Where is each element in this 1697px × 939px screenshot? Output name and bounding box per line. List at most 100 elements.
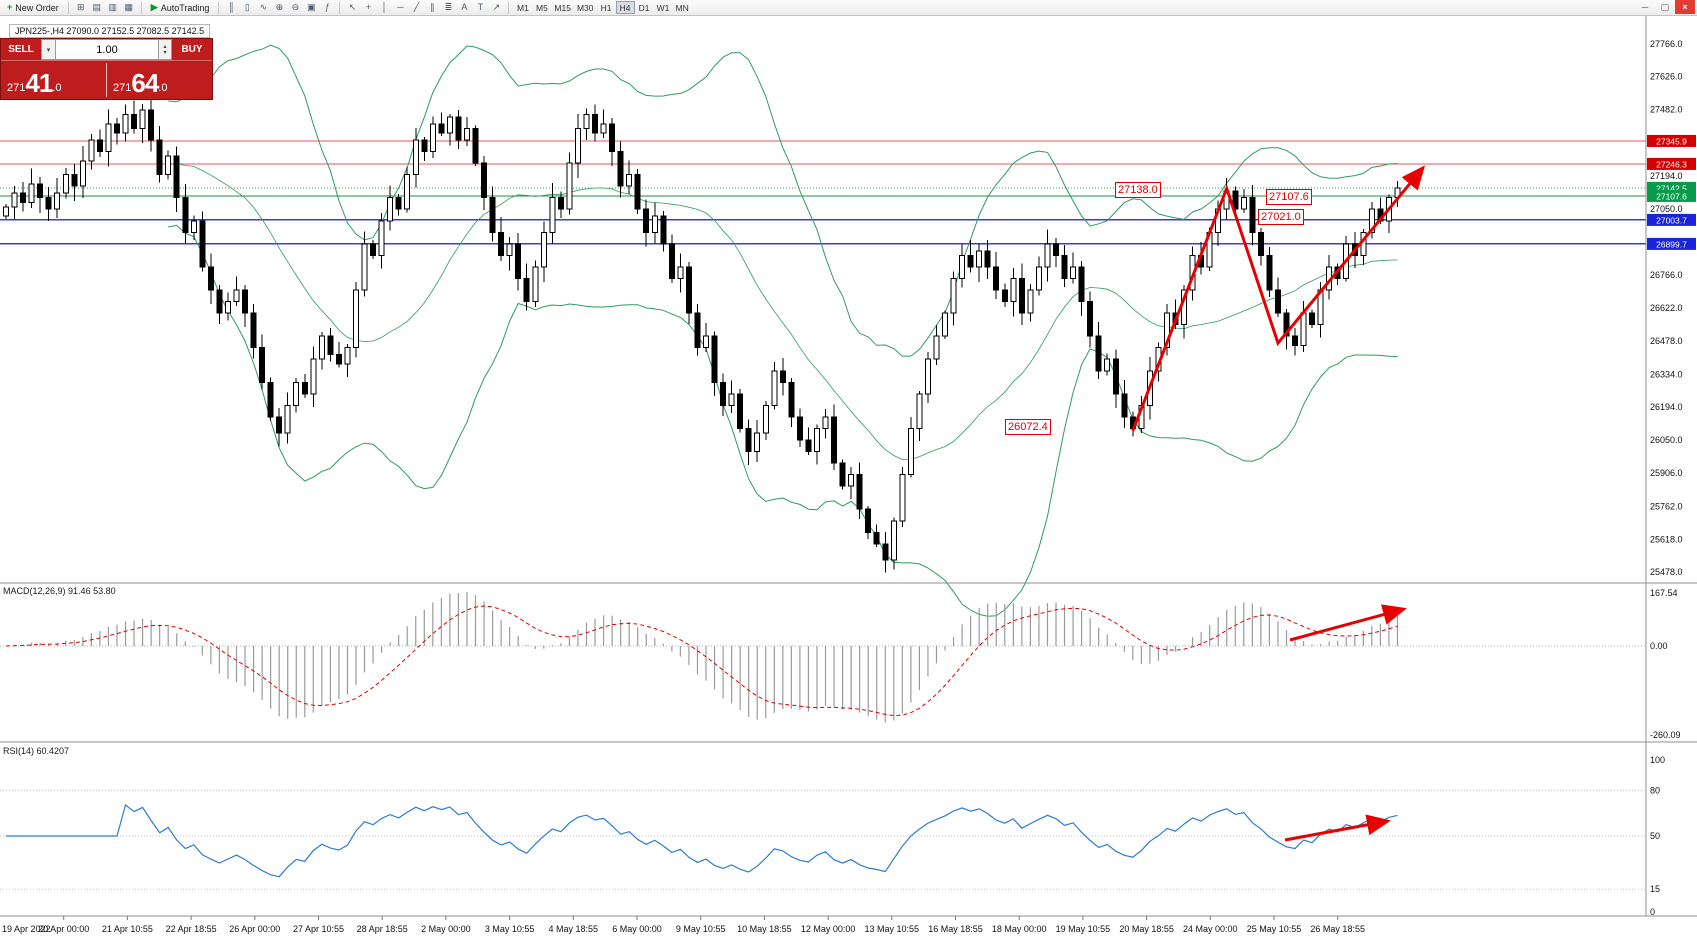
one-click-top-row: SELL ▾ ▴▾ BUY bbox=[1, 39, 212, 61]
bar-chart-icon[interactable]: ║ bbox=[223, 0, 239, 14]
sell-price-big: 41 bbox=[25, 68, 53, 98]
arrows-icon[interactable]: ↗ bbox=[488, 1, 504, 15]
channel-icon[interactable]: ∥ bbox=[424, 1, 440, 15]
svg-text:4 May 18:55: 4 May 18:55 bbox=[549, 924, 599, 934]
market-watch-icon[interactable]: ▥ bbox=[105, 1, 121, 15]
volume-dropdown-icon[interactable]: ▾ bbox=[41, 39, 56, 60]
price-annotation[interactable]: 26072.4 bbox=[1005, 419, 1051, 435]
svg-text:21 Apr 10:55: 21 Apr 10:55 bbox=[102, 924, 153, 934]
svg-text:27626.0: 27626.0 bbox=[1650, 71, 1683, 81]
svg-text:27194.0: 27194.0 bbox=[1650, 171, 1683, 181]
line-chart-icon[interactable]: ∿ bbox=[255, 1, 271, 15]
price-annotation[interactable]: 27138.0 bbox=[1115, 182, 1161, 198]
candlestick-chart-icon[interactable]: ▯ bbox=[239, 1, 255, 15]
svg-text:22 Apr 18:55: 22 Apr 18:55 bbox=[166, 924, 217, 934]
macd-signal-line bbox=[5, 605, 1398, 717]
fibonacci-icon[interactable]: ≣ bbox=[440, 1, 456, 15]
buy-price[interactable]: 271 64.0 bbox=[107, 61, 212, 99]
timeframe-m15-button[interactable]: M15 bbox=[551, 1, 574, 14]
line-studies-toolbar-group: ↖ + │ ─ ╱ ∥ ≣ A T ↗ bbox=[344, 0, 504, 15]
price-annotation[interactable]: 27021.0 bbox=[1258, 209, 1304, 225]
svg-text:9 May 10:55: 9 May 10:55 bbox=[676, 924, 726, 934]
svg-text:26 Apr 00:00: 26 Apr 00:00 bbox=[229, 924, 280, 934]
profiles-icon[interactable]: ▤ bbox=[89, 1, 105, 15]
indicators-icon[interactable]: ƒ bbox=[319, 0, 335, 14]
stepper-up-icon[interactable]: ▴ bbox=[163, 43, 167, 50]
minimize-button[interactable]: ─ bbox=[1635, 0, 1655, 14]
buy-price-suffix: .0 bbox=[158, 82, 168, 94]
chart-stage: 27766.0 27626.0 27482.0 27194.0 27050.0 26766… bbox=[0, 16, 1697, 939]
new-order-button[interactable]: + New Order bbox=[2, 1, 64, 15]
chart-canvas: 27766.0 27626.0 27482.0 27194.0 27050.0 26766… bbox=[0, 16, 1697, 934]
volume-input[interactable] bbox=[56, 39, 159, 60]
rsi-axis: 100 80 50 15 0 bbox=[1650, 755, 1665, 917]
crosshair-icon[interactable]: + bbox=[360, 0, 376, 14]
data-window-icon[interactable]: ▦ bbox=[121, 1, 137, 15]
new-chart-icon[interactable]: ⊞ bbox=[73, 1, 89, 15]
svg-text:26622.0: 26622.0 bbox=[1650, 303, 1683, 313]
svg-text:26050.0: 26050.0 bbox=[1650, 435, 1683, 445]
standard-toolbar-group: ⊞ ▤ ▥ ▦ bbox=[73, 1, 137, 15]
bollinger-middle-band bbox=[168, 163, 1398, 460]
svg-text:19 Apr 2022: 19 Apr 2022 bbox=[2, 924, 51, 934]
svg-text:19 May 10:55: 19 May 10:55 bbox=[1056, 924, 1111, 934]
axis-price-marker bbox=[1647, 189, 1696, 202]
timeframe-mn-button[interactable]: MN bbox=[673, 1, 692, 14]
timeframe-m1-button[interactable]: M1 bbox=[513, 1, 532, 14]
chart-ohlc-info: JPN225-,H4 27090.0 27152.5 27082.5 27142… bbox=[9, 24, 211, 38]
svg-text:18 May 00:00: 18 May 00:00 bbox=[992, 924, 1047, 934]
svg-text:0: 0 bbox=[1650, 907, 1655, 917]
sell-price[interactable]: 271 41.0 bbox=[1, 61, 106, 99]
buy-button[interactable]: BUY bbox=[172, 39, 212, 60]
toolbar-separator bbox=[67, 1, 69, 14]
tile-windows-icon[interactable]: ▣ bbox=[303, 1, 319, 15]
vertical-line-icon[interactable]: │ bbox=[376, 0, 392, 14]
svg-text:2 May 00:00: 2 May 00:00 bbox=[421, 924, 471, 934]
volume-steppers[interactable]: ▴ ▾ bbox=[159, 39, 172, 60]
one-click-prices: 271 41.0 271 64.0 bbox=[1, 61, 212, 99]
close-button[interactable]: × bbox=[1675, 0, 1695, 15]
new-order-label: New Order bbox=[15, 2, 59, 13]
timeframe-m30-button[interactable]: M30 bbox=[574, 1, 597, 14]
timeframe-m5-button[interactable]: M5 bbox=[532, 1, 551, 14]
zoom-out-icon[interactable]: ⊖ bbox=[287, 1, 303, 15]
trend-arrow-rsi[interactable] bbox=[1284, 814, 1391, 842]
svg-text:15: 15 bbox=[1650, 884, 1660, 894]
svg-text:26766.0: 26766.0 bbox=[1650, 270, 1683, 280]
bollinger-lower-band bbox=[168, 224, 1398, 617]
svg-text:26334.0: 26334.0 bbox=[1650, 369, 1683, 379]
rsi-name: RSI(14) bbox=[3, 746, 35, 756]
svg-text:26194.0: 26194.0 bbox=[1650, 402, 1683, 412]
svg-text:24 May 00:00: 24 May 00:00 bbox=[1183, 924, 1238, 934]
svg-text:27246.3: 27246.3 bbox=[1656, 159, 1687, 169]
cursor-icon[interactable]: ↖ bbox=[344, 1, 360, 15]
svg-text:25 May 10:55: 25 May 10:55 bbox=[1247, 924, 1302, 934]
restore-button[interactable]: ▢ bbox=[1655, 1, 1675, 15]
label-icon[interactable]: T bbox=[472, 0, 488, 14]
timeframe-d1-button[interactable]: D1 bbox=[635, 1, 654, 14]
price-annotation[interactable]: 27107.6 bbox=[1266, 189, 1312, 205]
timeframe-h1-button[interactable]: H1 bbox=[597, 1, 616, 14]
svg-text:3 May 10:55: 3 May 10:55 bbox=[485, 924, 535, 934]
toolbar: + New Order ⊞ ▤ ▥ ▦ ▶ AutoTrading ║ ▯ ∿ ⊕ ⊖ ▣ ƒ ↖… bbox=[0, 0, 1697, 16]
zoom-in-icon[interactable]: ⊕ bbox=[271, 1, 287, 15]
timeframe-h4-button[interactable]: H4 bbox=[615, 1, 635, 14]
svg-text:0.00: 0.00 bbox=[1650, 641, 1668, 651]
horizontal-line-icon[interactable]: ─ bbox=[392, 0, 408, 14]
autotrading-button[interactable]: ▶ AutoTrading bbox=[146, 1, 215, 15]
axis-price-marker bbox=[1647, 134, 1696, 147]
svg-text:20 May 18:55: 20 May 18:55 bbox=[1119, 924, 1174, 934]
sell-button[interactable]: SELL bbox=[1, 39, 41, 60]
trend-arrow-macd[interactable] bbox=[1289, 604, 1407, 642]
svg-text:100: 100 bbox=[1650, 755, 1665, 765]
macd-histogram bbox=[13, 592, 1399, 723]
macd-values: 91.46 53.80 bbox=[68, 586, 116, 596]
stepper-down-icon[interactable]: ▾ bbox=[163, 49, 167, 56]
timeframe-w1-button[interactable]: W1 bbox=[654, 1, 673, 14]
macd-label: MACD(12,26,9) 91.46 53.80 bbox=[3, 586, 116, 596]
trend-arrow-main[interactable] bbox=[1131, 165, 1426, 432]
text-icon[interactable]: A bbox=[456, 0, 472, 14]
trendline-icon[interactable]: ╱ bbox=[408, 1, 424, 15]
